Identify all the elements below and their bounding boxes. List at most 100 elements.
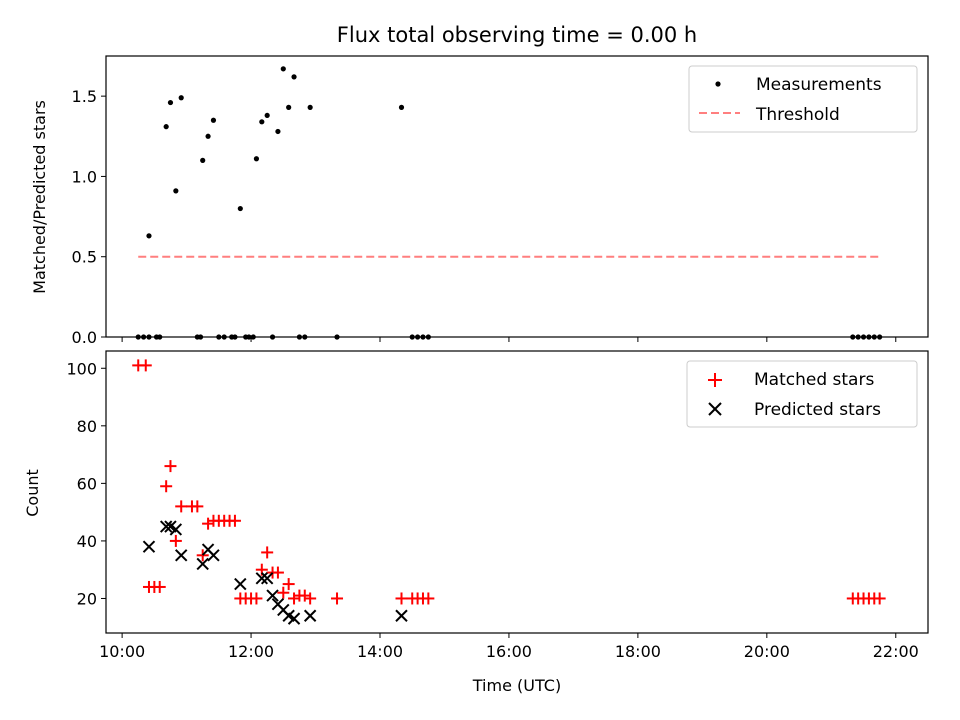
legend-marker-predicted	[708, 402, 722, 416]
data-point-matched	[196, 549, 209, 562]
x-stroke-b	[282, 609, 295, 622]
plot-area	[132, 359, 886, 625]
data-point-measurement	[259, 119, 265, 125]
data-point-measurement	[210, 117, 217, 123]
data-point-matched	[277, 586, 290, 599]
x-stroke-b	[395, 609, 408, 622]
data-point-matched	[288, 592, 301, 605]
data-point-measurement	[167, 99, 174, 106]
data-point-predicted	[207, 549, 220, 562]
data-point-measurement	[237, 205, 243, 212]
x-stroke-b	[234, 577, 247, 591]
data-point-measurement	[280, 66, 286, 72]
data-point-matched	[160, 480, 173, 493]
x-stroke-b	[303, 609, 317, 622]
x-stroke-b	[196, 557, 209, 571]
legend-box	[686, 360, 918, 428]
x-stroke-b	[266, 589, 279, 602]
y-tick-label: 0.0	[72, 328, 97, 347]
x-tick-label: 12:00	[228, 642, 274, 661]
data-point-matched	[169, 534, 182, 547]
data-point-measurement	[205, 133, 211, 139]
legend-marker-matched	[708, 373, 722, 387]
data-point-matched	[873, 592, 886, 605]
x-stroke-b	[260, 572, 274, 585]
data-point-matched	[395, 592, 408, 605]
data-point-predicted	[260, 572, 274, 585]
x-stroke-b	[277, 603, 290, 617]
y-axis-label: Count	[23, 469, 42, 517]
data-point-matched	[271, 566, 284, 579]
data-point-predicted	[169, 523, 183, 536]
data-point-measurement	[173, 188, 179, 194]
data-point-measurement	[178, 95, 184, 101]
x-stroke-b	[201, 543, 215, 556]
legend-marker-measurements	[715, 81, 721, 87]
data-point-matched	[164, 460, 177, 473]
data-point-predicted	[234, 577, 247, 591]
data-point-matched	[331, 592, 344, 605]
axes: 20 40 60 80 100 10:00 12:00 14:00 16:00 18:00 20:0…	[66, 359, 918, 661]
x-stroke-b	[159, 520, 173, 533]
x-stroke-b	[169, 523, 183, 536]
x-stroke-b	[287, 612, 301, 625]
x-stroke-b	[271, 598, 285, 611]
data-point-predicted	[255, 572, 269, 585]
count-panel: Count Time (UTC) 20 40 60 80 100 10:00 12:00 14…	[23, 350, 929, 695]
x-stroke-b	[164, 520, 177, 533]
data-point-measurement	[275, 128, 281, 135]
data-point-measurement	[291, 74, 297, 80]
data-point-predicted	[395, 609, 408, 622]
y-tick-label: 1.5	[72, 87, 97, 106]
data-point-matched	[139, 359, 152, 372]
y-tick-label: 1.0	[72, 167, 97, 186]
data-point-matched	[202, 517, 215, 530]
data-point-matched	[422, 592, 435, 605]
legend-label-predicted: Predicted stars	[754, 400, 881, 420]
y-tick-label: 0.5	[72, 248, 97, 267]
data-point-predicted	[142, 540, 156, 553]
chart-title: Flux total observing time = 0.00 h	[337, 23, 697, 47]
axes: 0.0 0.5 1.0 1.5	[72, 87, 897, 347]
x-stroke-b	[255, 572, 269, 585]
data-point-measurement	[286, 104, 292, 110]
legend: Matched stars Predicted stars	[686, 360, 918, 428]
data-point-matched	[250, 592, 263, 605]
data-point-matched	[153, 580, 166, 593]
data-point-measurement	[398, 104, 405, 110]
y-tick-label: 40	[77, 532, 97, 551]
legend-label-measurements: Measurements	[756, 75, 882, 95]
data-point-predicted	[175, 549, 188, 562]
data-point-predicted	[287, 612, 301, 625]
x-tick-label: 16:00	[486, 642, 532, 661]
data-point-measurement	[200, 157, 206, 163]
data-point-predicted	[196, 557, 209, 571]
data-point-measurement	[163, 124, 169, 130]
legend: Measurements Threshold	[688, 65, 918, 133]
data-point-predicted	[159, 520, 173, 533]
x-tick-label: 20:00	[744, 642, 790, 661]
x-stroke-b	[142, 540, 156, 553]
x-stroke-b	[207, 549, 220, 562]
axes-frame	[105, 55, 929, 338]
y-tick-label: 80	[77, 417, 97, 436]
y-tick-label: 100	[66, 359, 97, 378]
x-axis-label: Time (UTC)	[472, 676, 561, 695]
y-tick-label: 60	[77, 474, 97, 493]
data-point-matched	[191, 500, 204, 513]
data-point-matched	[175, 500, 188, 513]
data-point-measurement	[253, 156, 260, 162]
data-point-measurement	[146, 233, 152, 239]
data-point-matched	[304, 592, 317, 605]
x-tick-label: 22:00	[873, 642, 919, 661]
data-point-matched	[282, 578, 295, 591]
axes-frame	[105, 350, 929, 634]
x-tick-label: 14:00	[357, 642, 403, 661]
legend-label-matched: Matched stars	[754, 370, 874, 390]
data-point-matched	[298, 589, 311, 602]
legend-box	[688, 65, 918, 133]
data-point-predicted	[303, 609, 317, 622]
data-point-measurement	[307, 104, 313, 110]
x-tick-label: 18:00	[615, 642, 661, 661]
